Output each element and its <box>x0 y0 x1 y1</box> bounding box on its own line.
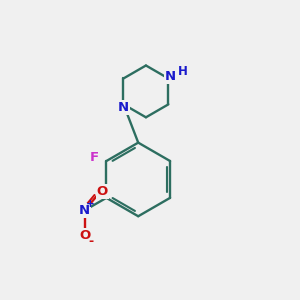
Text: +: + <box>86 199 95 209</box>
Text: O: O <box>79 229 90 242</box>
Text: N: N <box>79 204 90 217</box>
Text: F: F <box>89 151 98 164</box>
Text: N: N <box>165 70 176 83</box>
Text: N: N <box>118 101 129 114</box>
Text: O: O <box>97 185 108 198</box>
Text: -: - <box>88 235 94 248</box>
Text: H: H <box>178 65 188 79</box>
